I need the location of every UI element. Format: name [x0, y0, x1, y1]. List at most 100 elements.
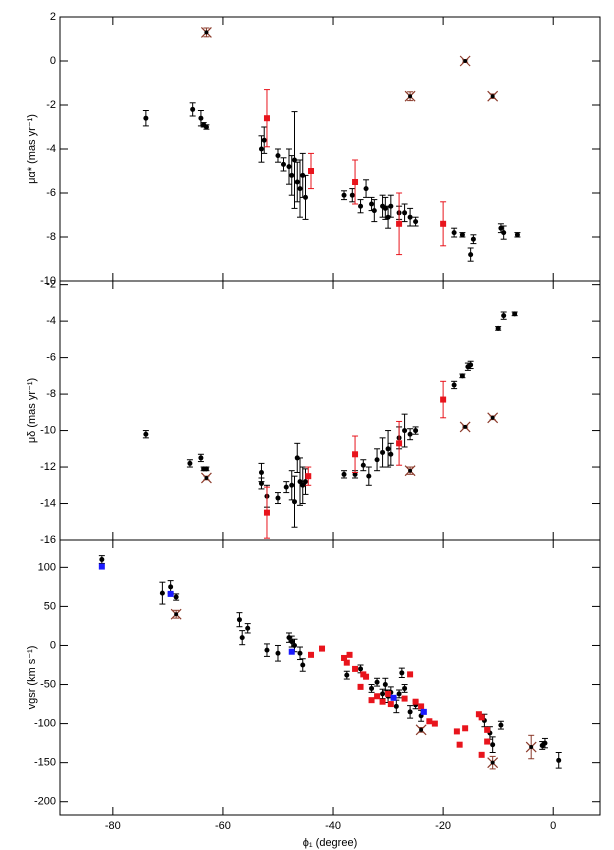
cross-dot [463, 424, 468, 429]
point [396, 440, 403, 447]
y-tick-label: -50 [40, 678, 56, 690]
point [239, 635, 245, 641]
point [402, 428, 408, 434]
point [440, 220, 447, 227]
point [245, 625, 251, 631]
point [305, 473, 312, 480]
y-tick-label: -200 [34, 796, 56, 808]
point [382, 682, 388, 688]
point [200, 472, 212, 484]
point [358, 203, 364, 209]
point [143, 431, 149, 437]
point [352, 179, 359, 185]
point [404, 465, 416, 477]
point [198, 455, 204, 461]
point [501, 313, 507, 319]
point [203, 124, 209, 130]
cross-dot [204, 475, 209, 480]
y-tick-label: -10 [40, 275, 56, 287]
point [478, 751, 485, 758]
point [363, 186, 369, 192]
y-tick-label: -8 [46, 231, 56, 243]
point [556, 757, 562, 763]
point [369, 201, 375, 207]
point [426, 718, 433, 725]
point [387, 701, 394, 708]
point [294, 179, 300, 185]
point [459, 373, 465, 379]
point [498, 722, 504, 728]
y-tick-label: 0 [50, 639, 56, 651]
cross-dot [490, 415, 495, 420]
point [297, 650, 303, 656]
point [399, 670, 405, 676]
point [308, 651, 315, 658]
cross-dot [529, 745, 534, 750]
point [200, 26, 212, 38]
point [286, 164, 292, 170]
cross-dot [463, 59, 468, 63]
point [413, 219, 419, 225]
point [343, 659, 350, 666]
point [478, 714, 485, 721]
point [187, 460, 193, 466]
point [420, 708, 427, 715]
point [396, 691, 402, 697]
point [275, 650, 281, 656]
point [470, 236, 476, 242]
point [368, 697, 375, 704]
point [374, 693, 381, 700]
point [99, 557, 105, 563]
point [379, 698, 386, 705]
point [413, 428, 419, 434]
point [263, 115, 270, 122]
point [407, 709, 413, 715]
point [402, 210, 408, 216]
x-tick-label: -60 [215, 820, 231, 832]
point [371, 208, 377, 214]
point [390, 694, 397, 701]
point [289, 482, 295, 488]
point [459, 421, 471, 433]
point [374, 679, 380, 685]
point [198, 115, 204, 121]
point [468, 362, 474, 368]
point [385, 446, 391, 452]
point [404, 90, 416, 102]
point [291, 499, 297, 505]
y-axis-label: μδ (mas yr⁻¹) [26, 378, 38, 443]
point [303, 194, 309, 200]
point [300, 482, 306, 488]
y-tick-label: -10 [40, 424, 56, 436]
point [300, 662, 306, 668]
point [275, 495, 281, 501]
cross-dot [490, 760, 495, 765]
point [288, 648, 295, 655]
y-tick-label: -12 [40, 461, 56, 473]
point [487, 757, 499, 769]
point [412, 698, 419, 705]
point [462, 725, 469, 732]
y-tick-label: -100 [34, 718, 56, 730]
y-tick-label: -6 [46, 187, 56, 199]
point [261, 137, 267, 143]
point [407, 214, 413, 220]
point [363, 673, 370, 680]
point [490, 742, 496, 748]
y-axis-label: μα* (mas yr⁻¹) [26, 114, 38, 184]
point [487, 412, 499, 424]
point [258, 480, 264, 486]
point [495, 325, 501, 331]
point [431, 720, 438, 727]
point [341, 192, 347, 198]
y-tick-label: -16 [40, 534, 56, 546]
point [388, 203, 394, 209]
point [451, 382, 457, 388]
x-axis-label: ϕ₁ (degree) [303, 837, 358, 849]
point [360, 462, 366, 468]
point [341, 471, 347, 477]
point [459, 55, 471, 67]
y-tick-label: -8 [46, 388, 56, 400]
point [366, 473, 372, 479]
point [346, 651, 353, 658]
